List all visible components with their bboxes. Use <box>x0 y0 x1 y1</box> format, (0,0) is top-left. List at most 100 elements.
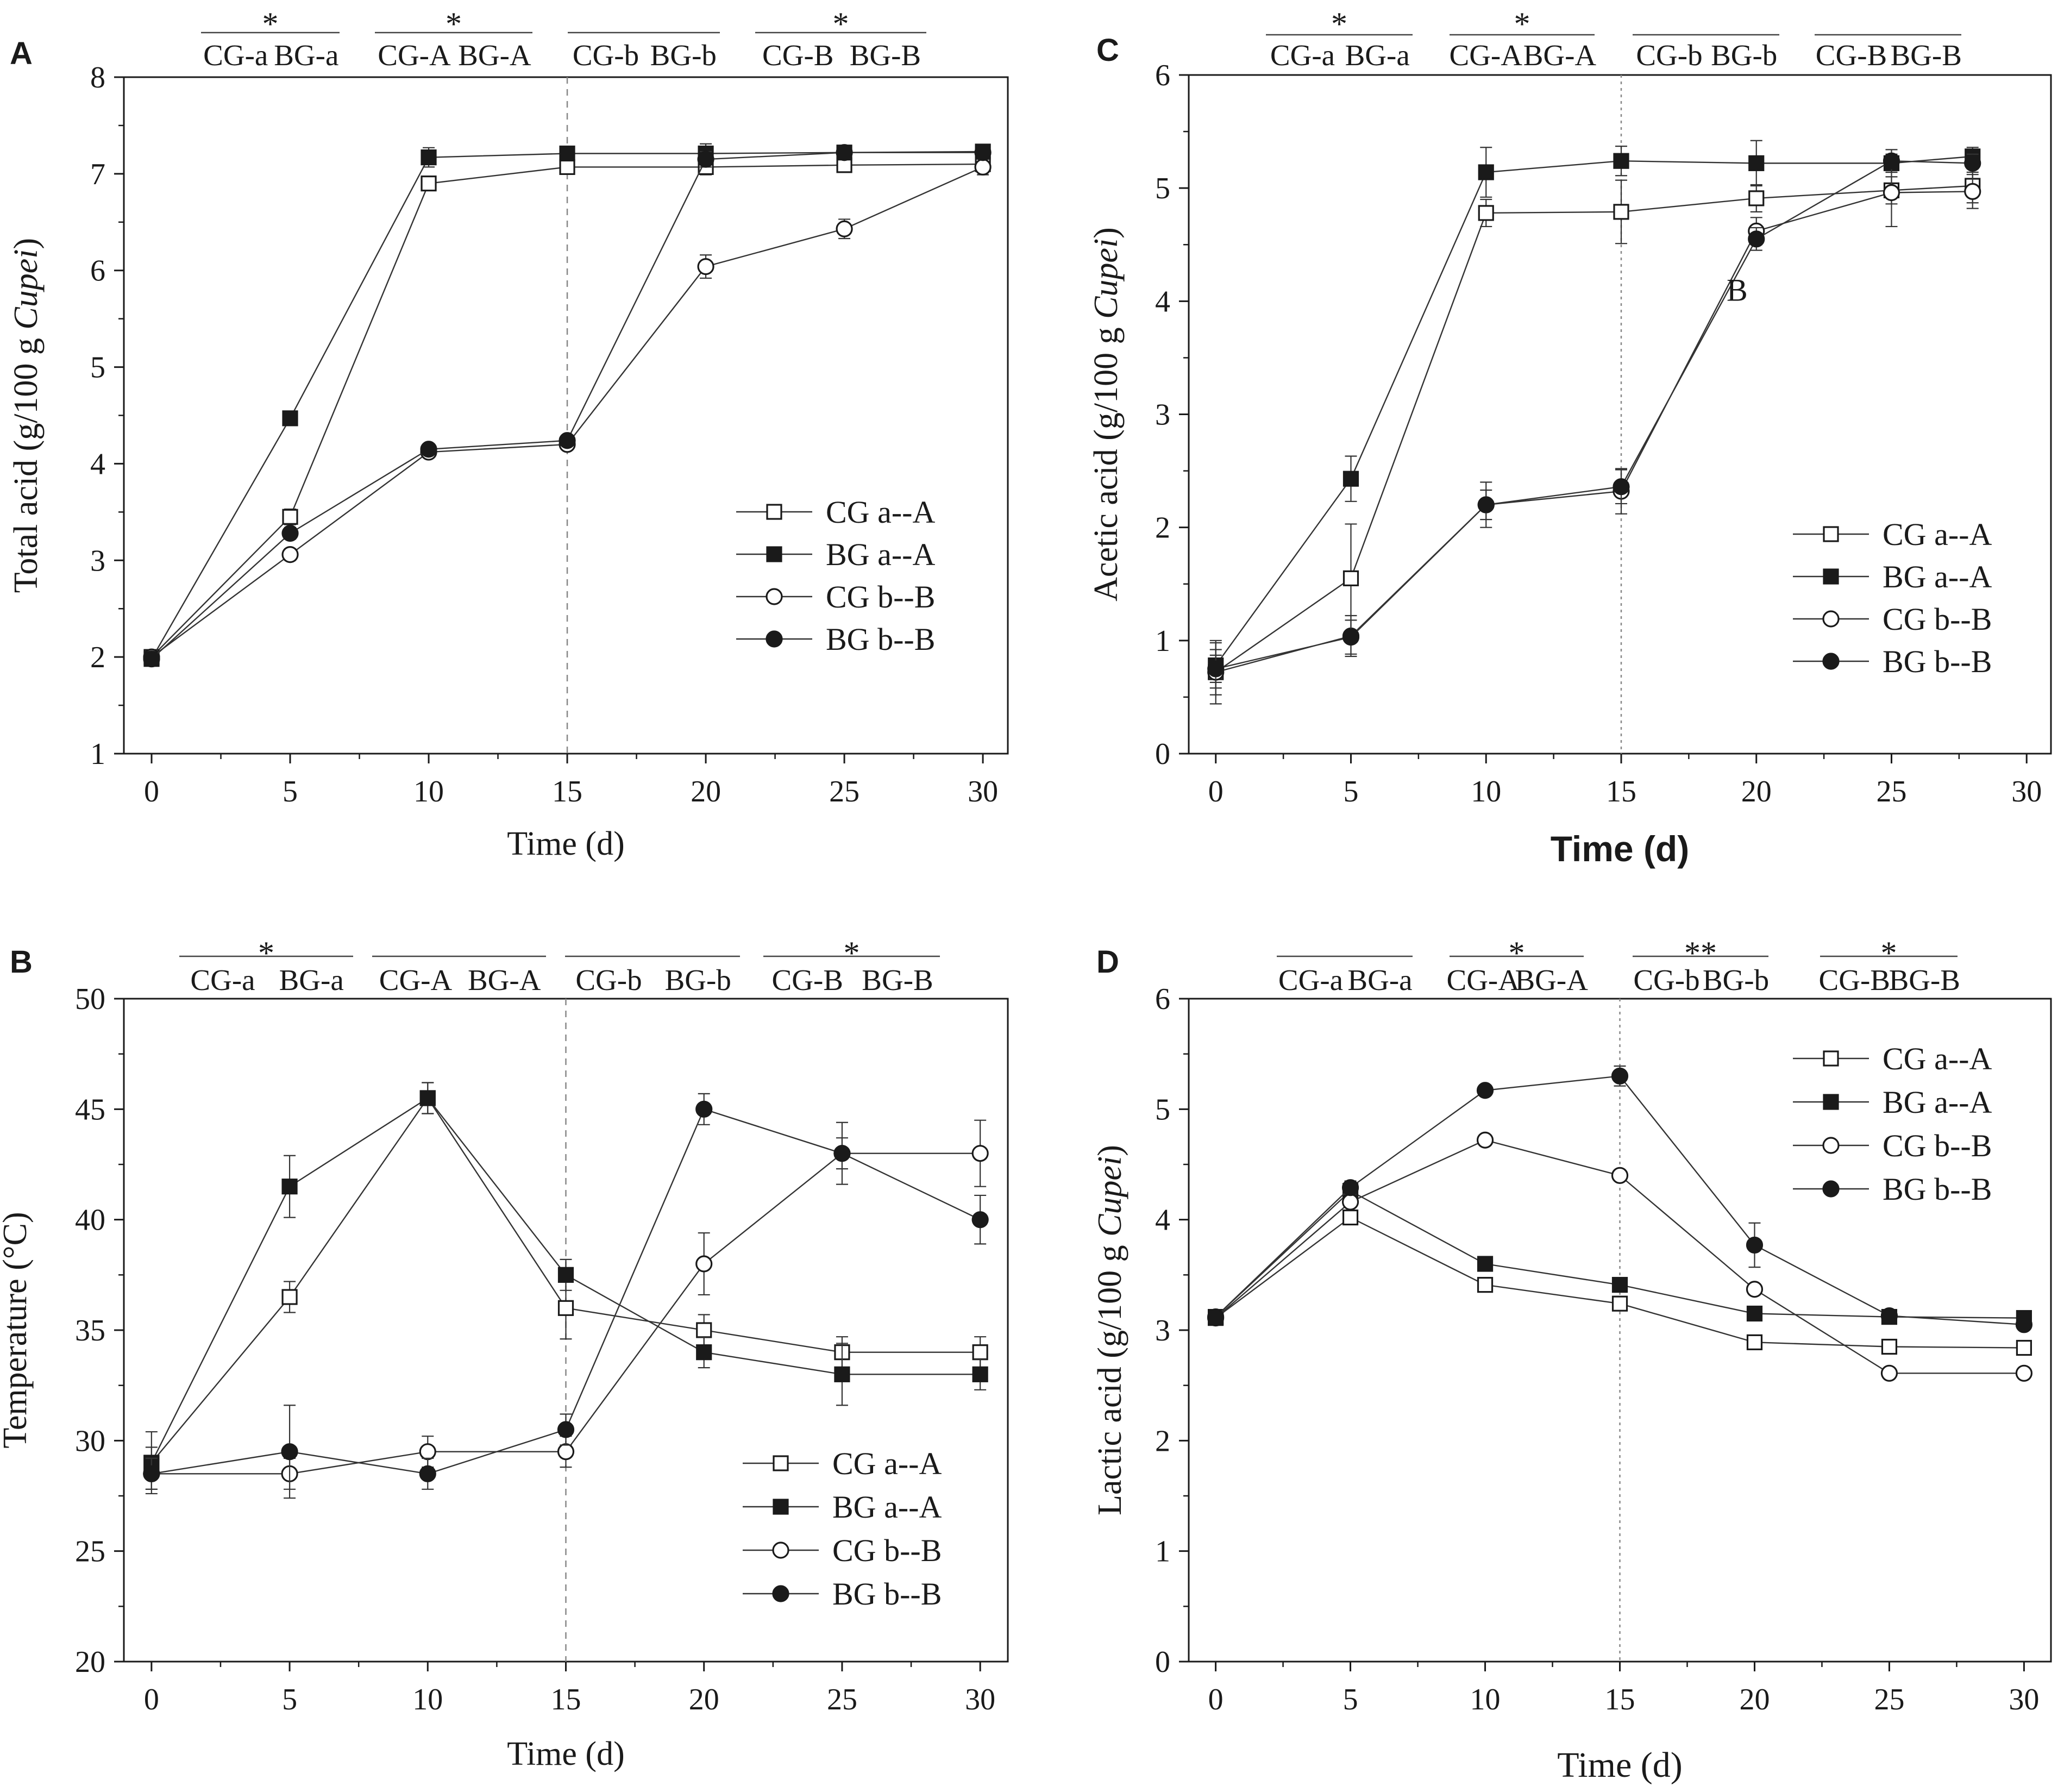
data-point <box>1746 1305 1763 1322</box>
panel-a: A*CG-a BG-a*CG-A BG-A CG-b BG-b*CG-B BG-B0 5 10… <box>8 6 1009 862</box>
data-point <box>695 1255 713 1273</box>
y-tick-label: 7 <box>90 158 105 191</box>
data-point <box>836 144 853 161</box>
data-point <box>1476 1131 1494 1149</box>
data-point <box>557 1300 574 1316</box>
data-point <box>2015 1364 2033 1382</box>
comparison-label-right: BG-A <box>1523 39 1597 72</box>
legend-label: CG b--B <box>826 579 935 615</box>
legend-label: BG a--A <box>1883 1085 1992 1120</box>
x-tick-label: 25 <box>1874 1683 1904 1716</box>
x-tick-label: 0 <box>144 775 159 809</box>
data-point <box>557 1443 575 1461</box>
significance-mark: * <box>262 6 279 42</box>
panel-letter: B <box>10 944 33 980</box>
data-point <box>972 1344 988 1361</box>
y-axis-label-end: ) <box>8 238 45 249</box>
y-tick-label: 30 <box>75 1424 105 1458</box>
comparison-label-left: CG-A <box>1447 963 1520 997</box>
y-tick-label: 1 <box>90 737 105 771</box>
x-tick-label: 5 <box>1343 1683 1358 1716</box>
comparison-label-left: CG-b <box>575 963 642 997</box>
data-point <box>2016 1339 2032 1356</box>
data-point <box>1964 154 1981 172</box>
legend-label: BG b--B <box>826 622 935 657</box>
significance-mark: * <box>833 6 849 42</box>
comparison-label-left: CG-a <box>1270 39 1335 72</box>
x-tick-label: 20 <box>691 775 721 809</box>
legend-label: BG b--B <box>1883 644 1992 679</box>
y-tick-label: 5 <box>1155 1093 1170 1126</box>
legend-marker <box>773 1455 789 1471</box>
legend-marker <box>1823 568 1839 585</box>
y-axis-label-end: ) <box>1091 1145 1128 1156</box>
legend-label: CG a--A <box>826 494 935 530</box>
series-line <box>1215 155 1973 666</box>
panel-d: DCG-a BG-a*CG-ABG-A**CG-b BG-b*CG-BBG-B0 5 1… <box>1091 935 2052 1785</box>
comparison-group: *CG-ABG-A <box>1447 935 1589 997</box>
significance-mark: ** <box>1684 935 1717 971</box>
data-point <box>559 432 576 449</box>
data-point <box>1342 471 1359 487</box>
data-point <box>559 159 575 176</box>
legend-label: CG a--A <box>1883 1041 1992 1076</box>
series-cg-a-a <box>1208 168 1981 705</box>
x-tick-label: 5 <box>1343 775 1358 809</box>
data-point <box>1477 1256 1494 1272</box>
data-point <box>1342 628 1360 646</box>
legend-label: BG a--A <box>1883 559 1992 594</box>
data-point <box>833 1145 851 1162</box>
y-tick-label: 0 <box>1155 1645 1170 1679</box>
x-tick-label: 15 <box>1606 775 1636 809</box>
comparison-group: *CG-a BG-a <box>201 6 340 72</box>
x-tick-label: 15 <box>1605 1683 1635 1716</box>
data-point <box>1883 184 1900 202</box>
comparison-label-right: BG-a <box>274 39 338 72</box>
y-tick-label: 2 <box>90 641 105 674</box>
data-point <box>1880 1307 1898 1325</box>
panel-letter: D <box>1096 944 1119 980</box>
comparison-group: *CG-B BG-B <box>755 6 926 72</box>
y-tick-label: 4 <box>90 447 105 481</box>
y-tick-label: 1 <box>1155 624 1170 658</box>
data-point <box>1748 155 1765 171</box>
comparison-label-left: CG-a <box>203 39 268 72</box>
comparison-group: CG-B BG-B <box>1815 34 1962 72</box>
y-tick-label: 0 <box>1155 737 1170 771</box>
data-point <box>1207 1308 1225 1326</box>
series-bg-a-a <box>1208 140 1981 689</box>
data-point <box>1476 1082 1494 1099</box>
y-tick-label: 4 <box>1155 285 1170 318</box>
data-point <box>143 650 160 668</box>
series-cg-b-b <box>1207 158 1981 696</box>
data-point <box>1611 1277 1628 1293</box>
data-point <box>419 1090 436 1106</box>
data-point <box>971 1211 989 1229</box>
comparison-label-right: BG-B <box>1890 39 1961 72</box>
comparison-label-right: BG-A <box>458 39 531 72</box>
legend-label: CG b--B <box>1883 601 1992 637</box>
data-point <box>971 1145 989 1162</box>
data-point <box>1341 1179 1359 1196</box>
data-point <box>1477 1277 1494 1293</box>
comparison-label-right: BG-a <box>1345 39 1410 72</box>
significance-mark: * <box>1331 6 1347 42</box>
comparison-group: CG-b BG-b <box>568 32 720 72</box>
comparison-label-right: BG-b <box>1703 963 1769 997</box>
x-axis-label: Time (d) <box>1551 829 1689 869</box>
y-axis-label: Acetic acid (g/100 g Cupei) <box>1088 227 1125 601</box>
data-point <box>559 145 575 162</box>
data-point <box>1748 230 1765 248</box>
comparison-label-left: CG-b <box>1633 963 1699 997</box>
data-point <box>281 1289 298 1305</box>
comparison-label-right: BG-b <box>665 963 731 997</box>
x-tick-label: 25 <box>829 775 860 809</box>
y-tick-label: 40 <box>75 1204 105 1237</box>
comparison-group: CG-a BG-a <box>1277 955 1413 997</box>
series-bg-b-b <box>143 1093 989 1499</box>
comparison-group: *CG-a BG-a <box>1266 6 1413 72</box>
significance-mark: * <box>844 935 860 971</box>
legend-label: CG a--A <box>1883 517 1992 552</box>
data-point <box>282 509 298 525</box>
data-point <box>282 410 298 427</box>
